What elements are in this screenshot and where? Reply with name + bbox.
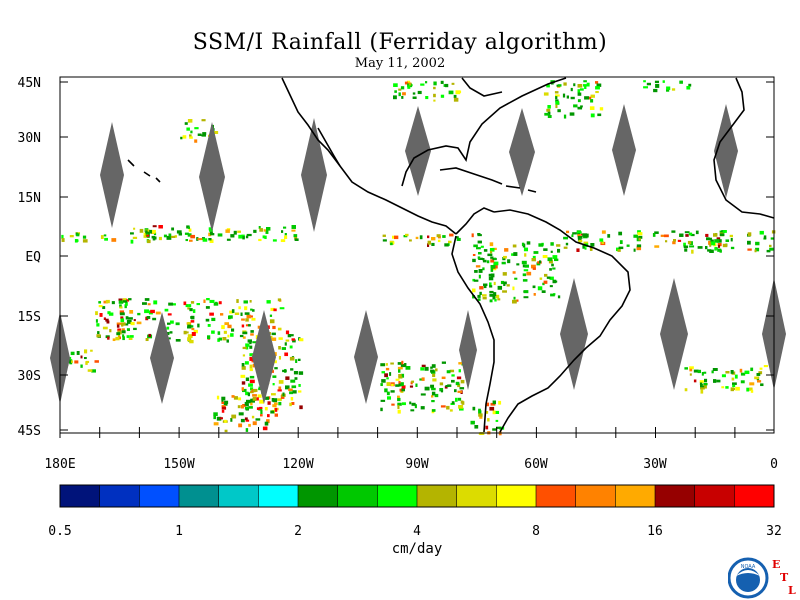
colorbar-swatch — [734, 485, 775, 507]
colorbar-tick-label: 1 — [175, 524, 183, 539]
swath-gap — [509, 108, 535, 196]
lon-label: 30W — [643, 457, 667, 472]
colorbar-tick-label: 2 — [294, 524, 302, 539]
swath-gap — [199, 122, 225, 232]
lat-label: 15S — [18, 310, 41, 325]
swath-gap — [660, 278, 688, 390]
colorbar-swatch — [298, 485, 339, 507]
colorbar-swatch — [258, 485, 299, 507]
swath-gap — [612, 104, 636, 196]
colorbar-swatch — [456, 485, 497, 507]
colorbar-labels: 0.5 1 2 4 8 16 32 — [48, 524, 782, 539]
lon-label: 90W — [405, 457, 429, 472]
colorbar-tick-label: 4 — [413, 524, 421, 539]
lat-label: 15N — [18, 191, 41, 206]
colorbar-swatch — [615, 485, 656, 507]
lon-ticks — [59, 427, 736, 438]
lat-label: 45S — [18, 424, 41, 439]
colorbar — [59, 484, 775, 508]
lon-label: 120W — [282, 457, 313, 472]
swath-gap — [252, 310, 276, 404]
noaa-inner — [736, 568, 760, 592]
lat-label: 45N — [18, 76, 41, 91]
swath-gap — [714, 104, 738, 198]
lon-label: 150W — [163, 457, 194, 472]
colorbar-tick-label: 16 — [647, 524, 663, 539]
colorbar-swatch — [496, 485, 537, 507]
colorbar-tick-label: 8 — [532, 524, 540, 539]
coastlines — [127, 77, 775, 433]
swath-gaps — [50, 104, 786, 404]
noaa-bird — [736, 570, 760, 576]
colorbar-swatch — [139, 485, 180, 507]
lat-label: 30S — [18, 369, 41, 384]
etl-letter-t: T — [780, 571, 789, 584]
colorbar-swatch — [60, 485, 101, 507]
chart-title: SSM/I Rainfall (Ferriday algorithm) — [192, 30, 608, 55]
swath-gap — [301, 118, 327, 232]
colorbar-units: cm/day — [391, 541, 443, 557]
noaa-etl-logo: NOAA E T L — [728, 557, 796, 599]
colorbar-tick-label: 0.5 — [48, 524, 71, 539]
chart-subtitle: May 11, 2002 — [354, 56, 446, 71]
coast-antilles — [505, 185, 537, 193]
noaa-logo-text: NOAA — [741, 564, 756, 570]
colorbar-swatch — [377, 485, 418, 507]
colorbar-swatch — [337, 485, 378, 507]
swath-gap — [150, 312, 174, 404]
lat-label: 30N — [18, 131, 41, 146]
colorbar-swatch — [536, 485, 577, 507]
coast-south-america — [451, 209, 631, 433]
colorbar-swatch — [575, 485, 616, 507]
colorbar-swatch — [218, 485, 259, 507]
etl-letter-e: E — [772, 558, 780, 571]
swath-gap — [100, 122, 124, 228]
coast-hawaii — [127, 159, 161, 183]
coast-ne — [461, 77, 503, 97]
colorbar-swatch — [655, 485, 696, 507]
lon-label: 60W — [524, 457, 548, 472]
swath-gap — [560, 278, 588, 390]
colorbar-tick-label: 32 — [766, 524, 782, 539]
lat-ticks — [60, 81, 774, 431]
colorbar-swatch — [99, 485, 140, 507]
lon-label: 180E — [44, 457, 75, 472]
rain-layer — [61, 80, 776, 436]
lon-label: 0 — [770, 457, 778, 472]
lon-labels: 180E 150W 120W 90W 60W 30W 0 — [44, 457, 778, 472]
swath-gap — [405, 106, 431, 196]
etl-letter-l: L — [788, 584, 796, 597]
colorbar-swatch — [417, 485, 458, 507]
coast-baja — [317, 127, 341, 167]
swath-gap — [354, 310, 378, 404]
colorbar-swatch — [694, 485, 735, 507]
coast-gulf — [401, 77, 567, 187]
coast-central-america — [455, 207, 495, 235]
coast-africa — [713, 77, 775, 219]
coast-cuba — [439, 167, 503, 185]
coast-na-west — [281, 77, 457, 235]
swath-gap — [459, 310, 477, 390]
lat-label: EQ — [25, 250, 41, 265]
colorbar-swatch — [179, 485, 220, 507]
lat-labels: 45N 30N 15N EQ 15S 30S 45S — [18, 76, 42, 439]
